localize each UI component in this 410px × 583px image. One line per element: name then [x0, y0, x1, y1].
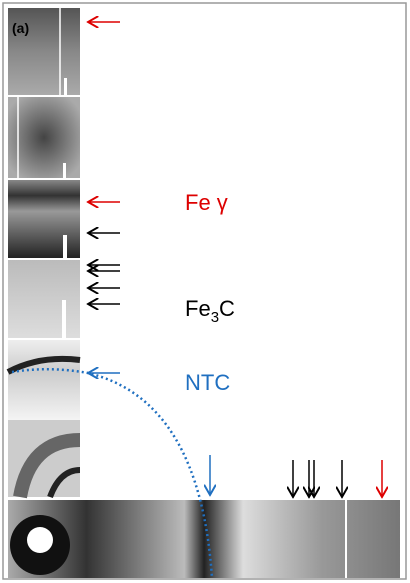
- fe-gamma-label: Fe γ: [185, 190, 228, 215]
- fe3c-main: Fe: [185, 296, 211, 321]
- fe3c-tail: C: [219, 296, 235, 321]
- fe3c-label: Fe3C: [185, 296, 235, 326]
- fe3c-sub: 3: [211, 309, 219, 326]
- frame: [2, 2, 407, 580]
- ntc-label: NTC: [185, 370, 230, 395]
- ntc-trace: [11, 367, 214, 579]
- diffraction-strips: [6, 8, 400, 578]
- panel-label: (a): [12, 20, 29, 36]
- arrows: [88, 22, 382, 497]
